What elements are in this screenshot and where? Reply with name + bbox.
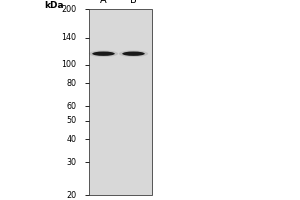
Text: 200: 200 — [61, 4, 76, 14]
Text: 140: 140 — [61, 33, 76, 42]
Text: 20: 20 — [66, 190, 76, 200]
Text: B: B — [130, 0, 137, 5]
Ellipse shape — [122, 52, 145, 56]
Ellipse shape — [119, 50, 148, 57]
Text: A: A — [100, 0, 107, 5]
Text: 80: 80 — [67, 79, 76, 88]
Text: 50: 50 — [66, 116, 76, 125]
Text: 100: 100 — [61, 60, 76, 69]
Ellipse shape — [92, 52, 115, 56]
Text: 60: 60 — [67, 102, 76, 111]
Text: kDa: kDa — [44, 1, 64, 10]
Bar — [88, 9, 152, 195]
Text: 30: 30 — [67, 158, 76, 167]
Ellipse shape — [89, 50, 118, 57]
Text: 40: 40 — [67, 135, 76, 144]
